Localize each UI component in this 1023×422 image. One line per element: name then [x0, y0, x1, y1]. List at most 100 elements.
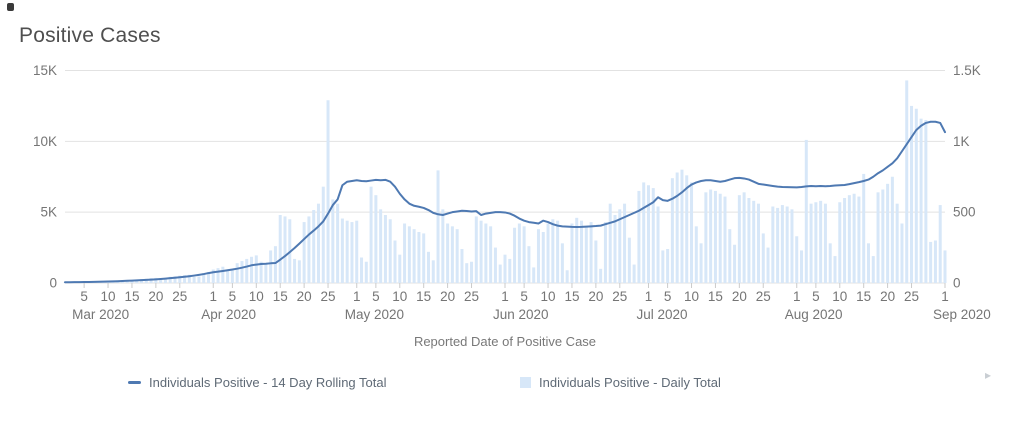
daily-bar[interactable]	[704, 192, 708, 283]
daily-bar[interactable]	[216, 268, 220, 284]
daily-bar[interactable]	[187, 274, 191, 283]
daily-bar[interactable]	[264, 263, 268, 283]
daily-bar[interactable]	[159, 279, 163, 283]
daily-bar[interactable]	[426, 251, 430, 283]
daily-bar[interactable]	[919, 118, 923, 283]
daily-bar[interactable]	[599, 268, 603, 283]
daily-bar[interactable]	[403, 223, 407, 284]
daily-bar[interactable]	[924, 120, 928, 283]
daily-bar[interactable]	[637, 190, 641, 283]
daily-bar[interactable]	[450, 226, 454, 283]
daily-bar[interactable]	[541, 232, 545, 283]
daily-bar[interactable]	[412, 229, 416, 283]
daily-bar[interactable]	[417, 232, 421, 283]
daily-bar[interactable]	[532, 267, 536, 283]
daily-bar[interactable]	[623, 203, 627, 283]
daily-bar[interactable]	[795, 236, 799, 283]
daily-bar[interactable]	[498, 264, 502, 283]
daily-bar[interactable]	[422, 233, 426, 283]
daily-bar[interactable]	[685, 175, 689, 283]
daily-bar[interactable]	[479, 220, 483, 283]
daily-bar[interactable]	[163, 279, 167, 283]
daily-bar[interactable]	[570, 223, 574, 284]
daily-bar[interactable]	[809, 203, 813, 283]
daily-bar[interactable]	[718, 193, 722, 283]
daily-bar[interactable]	[900, 223, 904, 284]
daily-bar[interactable]	[713, 190, 717, 283]
daily-bar[interactable]	[886, 183, 890, 283]
daily-bar[interactable]	[369, 186, 373, 283]
daily-bar[interactable]	[192, 276, 196, 283]
legend-item-rolling-total[interactable]: Individuals Positive - 14 Day Rolling To…	[128, 374, 387, 390]
daily-bar[interactable]	[680, 169, 684, 283]
daily-bar[interactable]	[709, 189, 713, 284]
daily-bar[interactable]	[943, 250, 947, 283]
daily-bar[interactable]	[838, 202, 842, 283]
daily-bar[interactable]	[565, 270, 569, 283]
daily-bar[interactable]	[446, 223, 450, 284]
daily-bar[interactable]	[465, 263, 469, 283]
daily-bar[interactable]	[489, 226, 493, 283]
daily-bar[interactable]	[364, 261, 368, 283]
daily-bar[interactable]	[819, 200, 823, 283]
daily-bar[interactable]	[833, 256, 837, 283]
daily-bar[interactable]	[642, 182, 646, 283]
daily-bar[interactable]	[484, 223, 488, 284]
daily-bar[interactable]	[383, 215, 387, 283]
daily-bar[interactable]	[843, 198, 847, 283]
daily-bar[interactable]	[890, 176, 894, 283]
daily-bar[interactable]	[823, 203, 827, 283]
daily-bar[interactable]	[350, 222, 354, 283]
daily-bar[interactable]	[766, 247, 770, 283]
daily-bar[interactable]	[388, 219, 392, 283]
daily-bar[interactable]	[776, 207, 780, 283]
daily-bar[interactable]	[575, 217, 579, 283]
daily-bar[interactable]	[436, 170, 440, 284]
daily-bar[interactable]	[656, 206, 660, 284]
daily-bar[interactable]	[336, 203, 340, 283]
daily-bar[interactable]	[259, 261, 263, 283]
daily-bar[interactable]	[694, 226, 698, 283]
daily-bar[interactable]	[929, 241, 933, 283]
daily-bar[interactable]	[780, 205, 784, 283]
daily-bar[interactable]	[360, 257, 364, 284]
daily-bar[interactable]	[230, 270, 234, 283]
daily-bar[interactable]	[522, 226, 526, 283]
daily-bar[interactable]	[670, 178, 674, 283]
daily-bar[interactable]	[312, 210, 316, 283]
daily-bar[interactable]	[197, 276, 201, 283]
daily-bar[interactable]	[551, 219, 555, 283]
daily-bar[interactable]	[862, 173, 866, 283]
daily-bar[interactable]	[584, 226, 588, 283]
daily-bar[interactable]	[666, 249, 670, 283]
daily-bar[interactable]	[273, 246, 277, 283]
daily-bar[interactable]	[728, 229, 732, 283]
daily-bar[interactable]	[804, 139, 808, 283]
daily-bar[interactable]	[235, 263, 239, 283]
daily-bar[interactable]	[742, 192, 746, 283]
daily-bar[interactable]	[828, 243, 832, 283]
daily-bar[interactable]	[355, 220, 359, 283]
daily-bar[interactable]	[211, 269, 215, 283]
daily-bar[interactable]	[651, 188, 655, 283]
daily-bar[interactable]	[580, 220, 584, 283]
daily-bar[interactable]	[326, 100, 330, 283]
daily-bar[interactable]	[938, 205, 942, 283]
daily-bar[interactable]	[470, 261, 474, 283]
daily-bar[interactable]	[168, 276, 172, 283]
daily-bar[interactable]	[556, 220, 560, 283]
daily-bar[interactable]	[747, 198, 751, 283]
daily-bar[interactable]	[536, 229, 540, 283]
daily-bar[interactable]	[603, 222, 607, 283]
daily-bar[interactable]	[407, 226, 411, 283]
daily-bar[interactable]	[508, 258, 512, 283]
daily-bar[interactable]	[307, 216, 311, 283]
daily-bar[interactable]	[661, 250, 665, 283]
rolling-total-line[interactable]	[64, 120, 946, 284]
daily-bar[interactable]	[933, 240, 937, 284]
daily-bar[interactable]	[245, 258, 249, 283]
daily-bar[interactable]	[560, 243, 564, 283]
daily-bar[interactable]	[221, 266, 225, 283]
daily-bar[interactable]	[914, 108, 918, 283]
daily-bar[interactable]	[460, 249, 464, 283]
